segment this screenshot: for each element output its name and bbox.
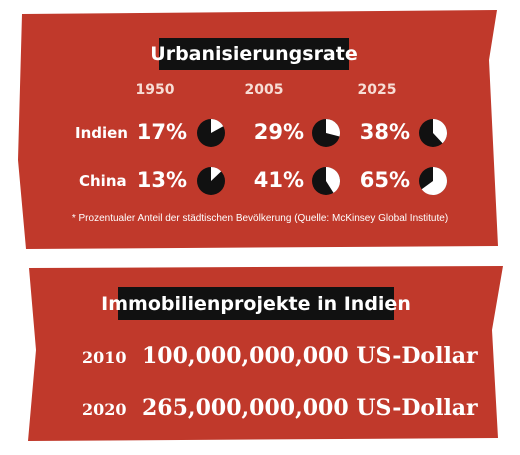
footnote: * Prozentualer Anteil der städtischen Be… — [71, 213, 449, 224]
value-label-indien-2005: 29% — [253, 120, 304, 144]
value-label-indien-2025: 38% — [359, 120, 410, 144]
real-estate-amount-2010: 100,000,000,000 US-Dollar — [142, 343, 478, 369]
real-estate-amount-2020: 265,000,000,000 US-Dollar — [142, 395, 478, 421]
pie-slice-china-1950 — [211, 167, 222, 181]
value-label-indien-1950: 17% — [136, 120, 187, 144]
value-label-china-2025: 65% — [359, 168, 410, 192]
real-estate-year-2010: 2010 — [82, 348, 127, 367]
value-label-china-2005: 41% — [253, 168, 304, 192]
row-label-indien: Indien — [75, 124, 128, 142]
pie-slice-china-2025 — [421, 167, 447, 195]
year-label-2025: 2025 — [357, 82, 397, 98]
year-label-1950: 1950 — [135, 82, 175, 98]
real-estate-title: Immobilienprojekte in Indien — [101, 287, 411, 320]
pie-slice-indien-1950 — [211, 118, 224, 133]
pie-slice-china-2005 — [326, 167, 340, 193]
real-estate-year-2020: 2020 — [82, 400, 127, 419]
pie-slice-indien-2025 — [433, 119, 448, 144]
chart-title: Urbanisierungsrate — [150, 38, 358, 70]
year-label-2005: 2005 — [244, 82, 284, 98]
pie-slice-indien-2005 — [326, 119, 340, 137]
urbanization-panel — [18, 10, 498, 249]
row-label-china: China — [79, 172, 127, 190]
value-label-china-1950: 13% — [136, 168, 187, 192]
